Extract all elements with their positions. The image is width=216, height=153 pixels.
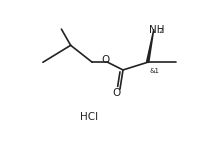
Text: 2: 2	[159, 28, 163, 34]
Polygon shape	[146, 29, 154, 62]
Text: NH: NH	[149, 25, 165, 35]
Text: O: O	[112, 88, 120, 98]
Text: O: O	[101, 55, 110, 65]
Text: HCl: HCl	[80, 112, 98, 122]
Text: &1: &1	[149, 68, 159, 74]
